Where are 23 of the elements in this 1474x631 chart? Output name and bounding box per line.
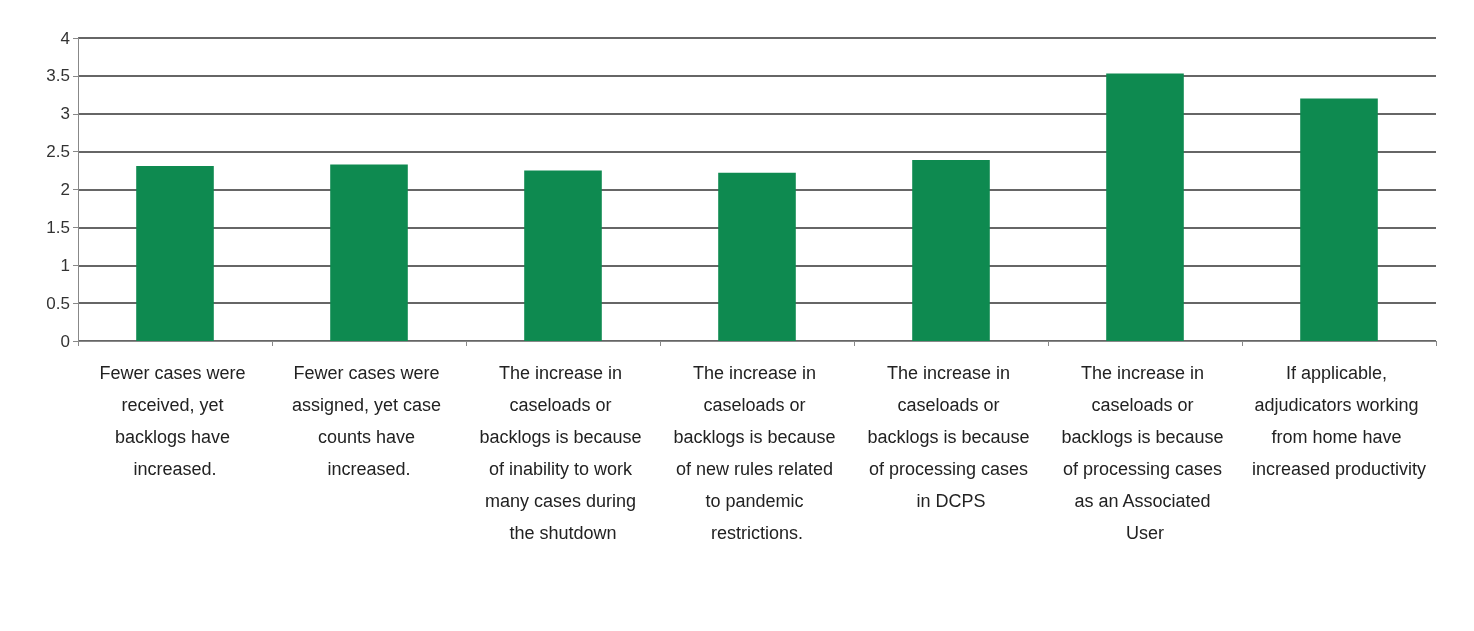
- y-tick-label: 1: [60, 255, 70, 275]
- bar: [524, 170, 602, 341]
- bar: [1106, 73, 1184, 341]
- x-tick-label: The increase in caseloads or backlogs is because of processing cases in DCPS: [867, 363, 1035, 511]
- y-tick-label: 3.5: [46, 66, 70, 86]
- y-tick-label: 1.5: [46, 217, 70, 237]
- x-tick-label: The increase in caseloads or backlogs is because of processing cases as an Associated User: [1061, 363, 1229, 543]
- x-tick-label: The increase in caseloads or backlogs is because of inability to work many cases during the shutdown: [479, 363, 647, 543]
- x-tick-label: The increase in caseloads or backlogs is because of new rules related to pandemic restrictions.: [673, 363, 841, 543]
- y-tick-label: 4: [60, 28, 70, 48]
- x-tick-label: If applicable, adjudicators working from home have increased productivity: [1251, 363, 1427, 479]
- y-tick-label: 0: [60, 331, 70, 351]
- bar: [1300, 98, 1378, 341]
- y-tick-label: 2.5: [46, 142, 70, 162]
- y-tick-label: 3: [60, 104, 70, 124]
- y-tick-label: 0.5: [46, 293, 70, 313]
- y-tick-label: 2: [60, 180, 70, 199]
- x-tick-label: Fewer cases were received, yet backlogs have increased.: [99, 363, 251, 479]
- bar: [912, 159, 990, 341]
- x-tick-label: Fewer cases were assigned, yet case counts have increased.: [291, 363, 447, 479]
- bar: [136, 166, 214, 341]
- bar: [330, 164, 408, 341]
- bar: [718, 172, 796, 341]
